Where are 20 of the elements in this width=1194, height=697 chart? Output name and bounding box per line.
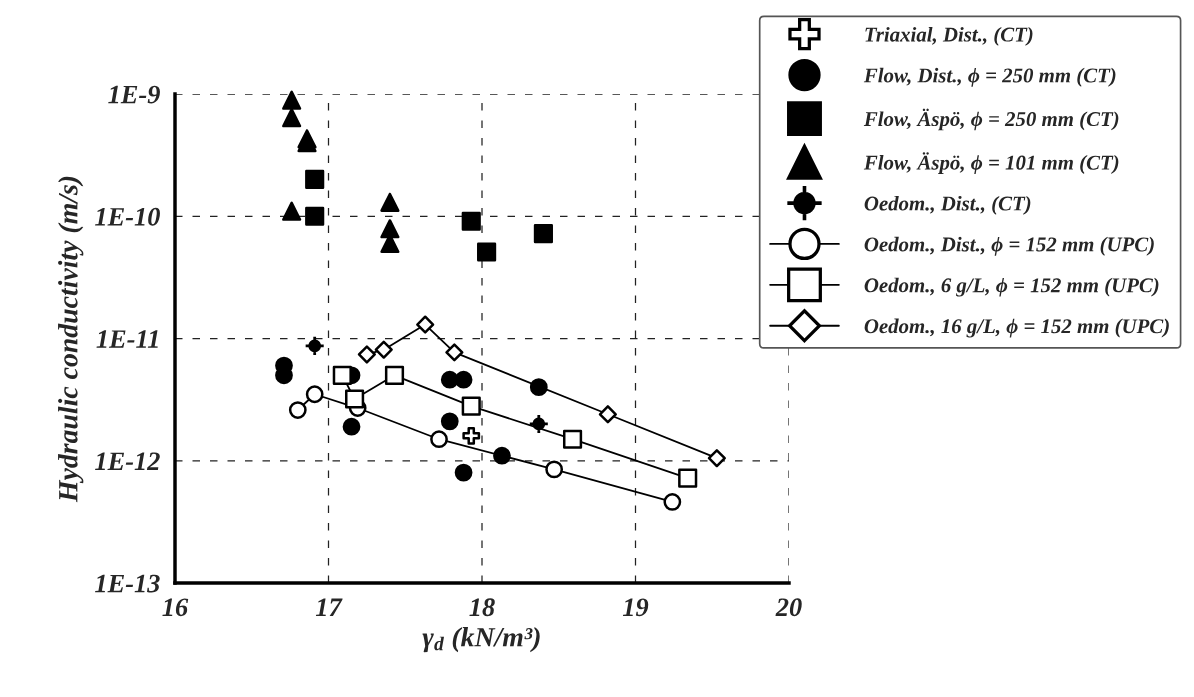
y-axis-title: Hydraulic conductivity (m/s)	[58, 176, 84, 503]
legend-label: Oedom., Dist., (CT)	[864, 195, 1031, 215]
x-tick-label: 17	[315, 598, 343, 616]
legend-label: Oedom., 6 g/L, ϕ = 152 mm (UPC)	[864, 277, 1159, 297]
x-tick-label: 20	[775, 598, 802, 617]
legend-label: Oedom., Dist., ϕ = 152 mm (UPC)	[864, 236, 1154, 256]
y-tick-label: 1E-11	[96, 330, 158, 348]
y-tick-label: 1E-10	[95, 207, 160, 226]
legend-label: Triaxial, Dist., (CT)	[865, 26, 1033, 46]
legend-label: Flow, Äspö, ϕ = 250 mm (CT)	[863, 108, 1119, 131]
x-tick-label: 19	[622, 598, 649, 617]
x-tick-label: 18	[469, 598, 495, 617]
x-tick-label: 16	[162, 598, 189, 617]
y-tick-label: 1E-13	[95, 574, 160, 593]
legend-label: Flow, Dist., ϕ = 250 mm (CT)	[863, 67, 1116, 87]
legend-label: Oedom., 16 g/L, ϕ = 152 mm (UPC)	[864, 318, 1169, 338]
y-tick-label: 1E-12	[95, 452, 160, 470]
x-axis-title: γ$_{d}$ (kN/m³)	[422, 627, 540, 653]
y-tick-label: 1E-9	[108, 85, 160, 104]
legend-label: Flow, Äspö, ϕ = 101 mm (CT)	[863, 152, 1119, 174]
